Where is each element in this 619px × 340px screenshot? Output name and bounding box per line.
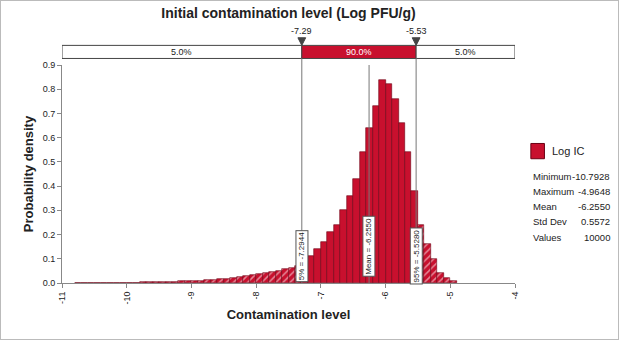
svg-text:0.1: 0.1 bbox=[43, 254, 56, 264]
svg-text:0.5: 0.5 bbox=[43, 157, 56, 167]
svg-text:0.4: 0.4 bbox=[43, 181, 56, 191]
svg-text:0.3: 0.3 bbox=[43, 205, 56, 215]
svg-text:-6.2550: -6.2550 bbox=[578, 201, 610, 212]
svg-text:-6: -6 bbox=[380, 292, 390, 300]
svg-text:-5: -5 bbox=[445, 292, 455, 300]
svg-text:Log IC: Log IC bbox=[552, 145, 584, 157]
svg-text:Initial contamination level (L: Initial contamination level (Log PFU/g) bbox=[161, 5, 415, 21]
svg-text:5.0%: 5.0% bbox=[171, 47, 192, 57]
svg-text:Minimum: Minimum bbox=[533, 171, 572, 182]
svg-text:Mean: Mean bbox=[533, 201, 557, 212]
svg-text:90.0%: 90.0% bbox=[346, 47, 372, 57]
svg-text:-10: -10 bbox=[122, 292, 132, 305]
svg-text:-10.7928: -10.7928 bbox=[572, 171, 610, 182]
svg-text:Values: Values bbox=[533, 232, 562, 243]
svg-text:Mean = -6.2550: Mean = -6.2550 bbox=[364, 218, 373, 275]
svg-text:-11: -11 bbox=[57, 292, 67, 304]
svg-text:Std Dev: Std Dev bbox=[533, 216, 567, 227]
svg-text:5.0%: 5.0% bbox=[455, 47, 476, 57]
svg-text:95% = -5.5280: 95% = -5.5280 bbox=[412, 230, 421, 283]
svg-text:-8: -8 bbox=[251, 292, 261, 300]
svg-text:5% = -7.2944: 5% = -7.2944 bbox=[297, 232, 306, 280]
svg-text:-7: -7 bbox=[316, 292, 326, 300]
svg-text:0.6: 0.6 bbox=[43, 133, 56, 143]
svg-text:-9: -9 bbox=[186, 292, 196, 300]
svg-text:0.2: 0.2 bbox=[43, 230, 56, 240]
svg-text:Probability density: Probability density bbox=[21, 115, 36, 232]
svg-text:-5.53: -5.53 bbox=[406, 26, 427, 36]
svg-text:Contamination level: Contamination level bbox=[227, 307, 351, 322]
svg-text:Maximum: Maximum bbox=[533, 186, 574, 197]
svg-text:10000: 10000 bbox=[584, 232, 610, 243]
svg-text:0.0: 0.0 bbox=[43, 278, 56, 288]
svg-text:0.7: 0.7 bbox=[43, 109, 56, 119]
svg-text:0.5572: 0.5572 bbox=[581, 216, 610, 227]
svg-text:0.8: 0.8 bbox=[43, 84, 56, 94]
svg-text:-7.29: -7.29 bbox=[291, 26, 312, 36]
svg-text:-4.9648: -4.9648 bbox=[578, 186, 610, 197]
svg-text:-4: -4 bbox=[510, 292, 520, 300]
svg-text:0.9: 0.9 bbox=[43, 60, 56, 70]
